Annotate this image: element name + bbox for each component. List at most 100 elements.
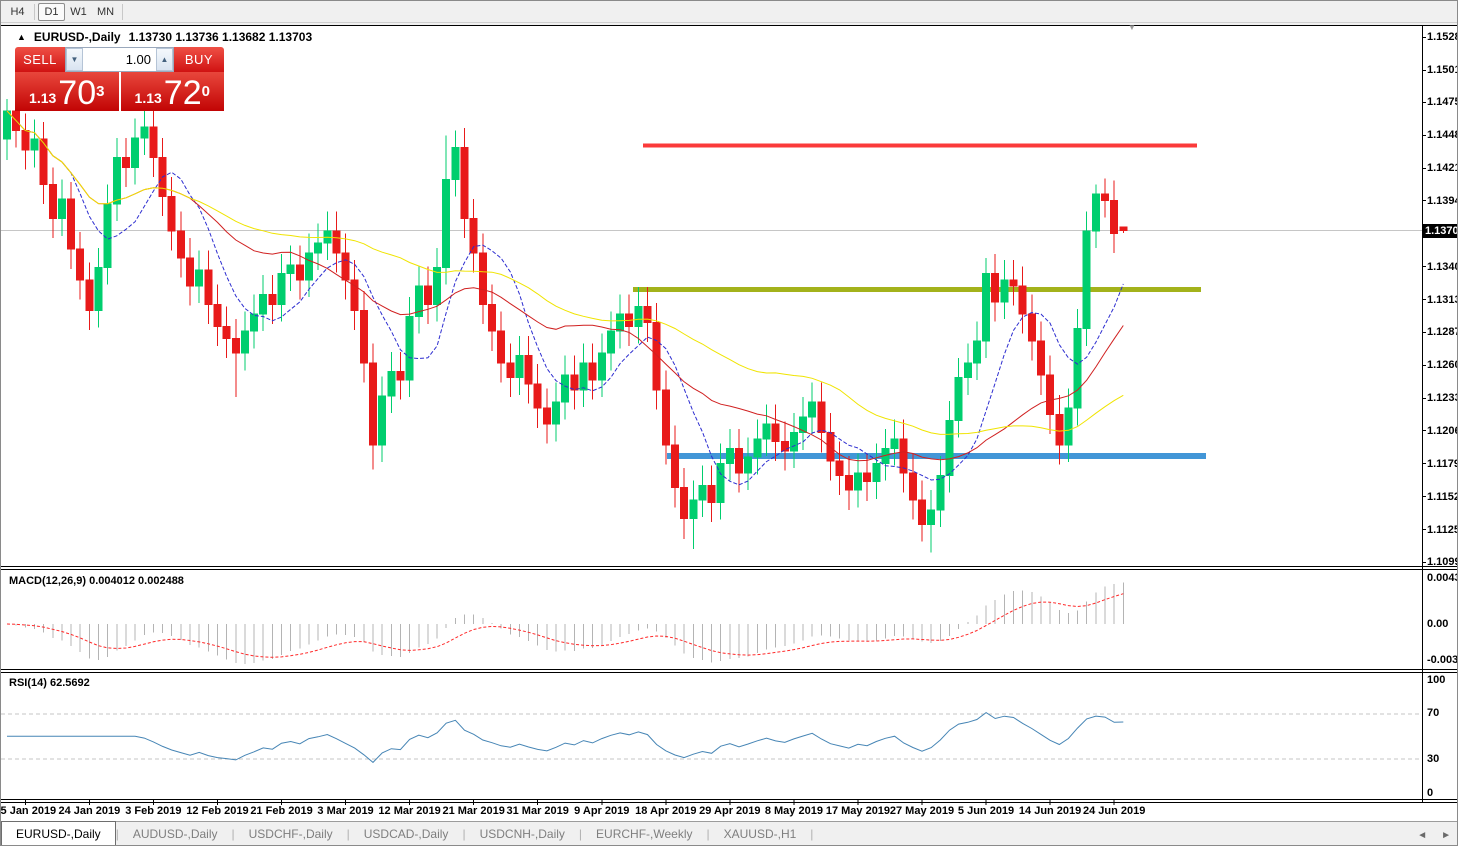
panel-divider xyxy=(1,799,1457,800)
buy-price-button[interactable]: 1.13 72 0 xyxy=(120,72,224,112)
date-axis-label: 3 Feb 2019 xyxy=(125,805,182,817)
panel-divider[interactable] xyxy=(1,672,1457,673)
chart-tab-xauusd-h1[interactable]: XAUUSD-,H1 xyxy=(723,826,797,841)
volume-increase-button[interactable]: ▲ xyxy=(156,48,173,71)
chart-tab-usdcad-daily[interactable]: USDCAD-,Daily xyxy=(363,826,449,841)
chart-tab-usdchf-daily[interactable]: USDCHF-,Daily xyxy=(248,826,333,841)
date-axis-label: 29 Apr 2019 xyxy=(699,805,761,817)
price-axis-label: 1.13405 xyxy=(1427,260,1457,273)
timeframe-button-mn[interactable]: MN xyxy=(96,5,115,18)
toolbar-separator xyxy=(122,3,123,20)
sell-price-button[interactable]: 1.13 70 3 xyxy=(15,72,119,111)
indicator-axis-label: 70 xyxy=(1427,707,1440,719)
price-tick xyxy=(1422,69,1426,71)
price-tick xyxy=(1422,200,1426,202)
date-axis-label: 17 May 2019 xyxy=(825,805,891,817)
tab-strip: EURUSD-,Daily | AUDUSD-,Daily | USDCHF-,Dail… xyxy=(1,821,814,845)
chart-tab-eurchf-weekly[interactable]: EURCHF-,Weekly xyxy=(596,826,693,841)
price-axis-label: 1.11525 xyxy=(1427,490,1457,503)
tab-separator: | xyxy=(115,826,119,841)
price-axis-label: 1.12330 xyxy=(1427,392,1457,405)
sell-price-prefix: 1.13 xyxy=(29,90,57,106)
price-axis-label: 1.14480 xyxy=(1427,129,1457,142)
date-axis-label: 8 May 2019 xyxy=(764,805,823,817)
panel-border xyxy=(1,25,1457,26)
price-axis-label: 1.13945 xyxy=(1427,194,1457,207)
axis-border xyxy=(1422,25,1423,803)
chevron-down-icon[interactable]: ▼ xyxy=(1128,23,1136,32)
sell-button[interactable]: SELL xyxy=(15,47,65,72)
indicator-axis-label: 0.00 xyxy=(1427,618,1449,630)
volume-input[interactable] xyxy=(83,48,156,71)
chart-tab-usdcnh-daily[interactable]: USDCNH-,Daily xyxy=(479,826,565,841)
tab-separator: | xyxy=(706,826,710,841)
timeframe-button-d1[interactable]: D1 xyxy=(38,2,65,21)
chart-title: ▲ EURUSD-,Daily 1.13730 1.13736 1.13682 … xyxy=(17,30,312,44)
date-axis-label: 9 Apr 2019 xyxy=(574,805,630,817)
date-axis-label: 5 Jun 2019 xyxy=(957,805,1015,817)
tab-separator: | xyxy=(810,826,814,841)
price-axis-label: 1.12600 xyxy=(1427,359,1457,372)
chart-symbol-label: EURUSD-,Daily xyxy=(33,30,121,44)
price-tick xyxy=(1422,561,1426,563)
chart-tab-eurusd-daily[interactable]: EURUSD-,Daily xyxy=(1,821,116,845)
price-axis-label: 1.14750 xyxy=(1427,96,1457,109)
panel-divider[interactable] xyxy=(1,669,1457,670)
price-axis-column[interactable] xyxy=(1422,25,1457,823)
panel-divider xyxy=(1,802,1457,803)
date-axis-label: 12 Mar 2019 xyxy=(378,805,441,817)
triangle-up-icon: ▲ xyxy=(17,31,26,42)
price-tick xyxy=(1422,167,1426,169)
price-tick xyxy=(1422,496,1426,498)
date-axis-label: 15 Jan 2019 xyxy=(0,805,57,817)
panel-divider[interactable] xyxy=(1,569,1457,570)
one-click-trading-panel: SELL ▼ ▲ BUY 1.13 70 3 1.13 72 0 xyxy=(15,47,224,111)
price-tick xyxy=(1422,266,1426,268)
chart-tab-audusd-daily[interactable]: AUDUSD-,Daily xyxy=(132,826,218,841)
price-axis-label: 1.15015 xyxy=(1427,64,1457,77)
price-axis-label: 1.14210 xyxy=(1427,162,1457,175)
indicator-axis-label: 0 xyxy=(1427,787,1434,799)
panel-divider[interactable] xyxy=(1,566,1457,567)
date-axis-label: 3 Mar 2019 xyxy=(317,805,374,817)
price-axis-label: 1.11255 xyxy=(1427,523,1457,536)
volume-decrease-button[interactable]: ▼ xyxy=(66,48,83,71)
date-axis-label: 21 Mar 2019 xyxy=(442,805,505,817)
price-tick xyxy=(1422,463,1426,465)
date-axis-label: 12 Feb 2019 xyxy=(186,805,249,817)
price-tick xyxy=(1422,299,1426,301)
chart-ohlc-values: 1.13730 1.13736 1.13682 1.13703 xyxy=(128,30,313,44)
price-axis-label: 1.15285 xyxy=(1427,31,1457,43)
macd-main-value: 0.004012 xyxy=(89,575,135,587)
chart-background[interactable] xyxy=(1,25,1422,823)
current-price-badge: 1.13703 xyxy=(1423,223,1457,238)
tab-scroll-right-icon[interactable]: ► xyxy=(1441,830,1451,841)
timeframe-toolbar: H4 D1 W1 MN xyxy=(1,1,1457,23)
rsi-label: RSI(14) 62.5692 xyxy=(9,677,90,689)
buy-button[interactable]: BUY xyxy=(174,47,224,72)
chart-tab-bar: EURUSD-,Daily | AUDUSD-,Daily | USDCHF-,Dail… xyxy=(1,821,1457,845)
date-axis-label: 24 Jan 2019 xyxy=(58,805,121,817)
price-tick xyxy=(1422,134,1426,136)
price-axis-label: 1.10990 xyxy=(1427,556,1457,569)
sell-price-pip: 3 xyxy=(96,83,105,100)
buy-price-prefix: 1.13 xyxy=(134,90,162,106)
date-axis-label: 18 Apr 2019 xyxy=(635,805,697,817)
price-axis-label: 1.12870 xyxy=(1427,326,1457,339)
price-axis-label: 1.13135 xyxy=(1427,293,1457,306)
date-axis-label: 14 Jun 2019 xyxy=(1018,805,1082,817)
price-axis-label: 1.11795 xyxy=(1427,457,1457,470)
date-axis-label: 24 Jun 2019 xyxy=(1082,805,1146,817)
price-tick xyxy=(1422,364,1426,366)
indicator-axis-label: 30 xyxy=(1427,753,1440,765)
timeframe-button-h4[interactable]: H4 xyxy=(10,5,25,18)
price-tick xyxy=(1422,331,1426,333)
price-tick xyxy=(1422,397,1426,399)
tab-scroll-left-icon[interactable]: ◄ xyxy=(1417,830,1428,841)
tab-separator: | xyxy=(462,826,466,841)
date-axis-label: 21 Feb 2019 xyxy=(250,805,313,817)
sell-price-main: 70 xyxy=(58,74,97,112)
timeframe-button-w1[interactable]: W1 xyxy=(70,5,87,18)
buy-price-main: 72 xyxy=(163,74,202,112)
